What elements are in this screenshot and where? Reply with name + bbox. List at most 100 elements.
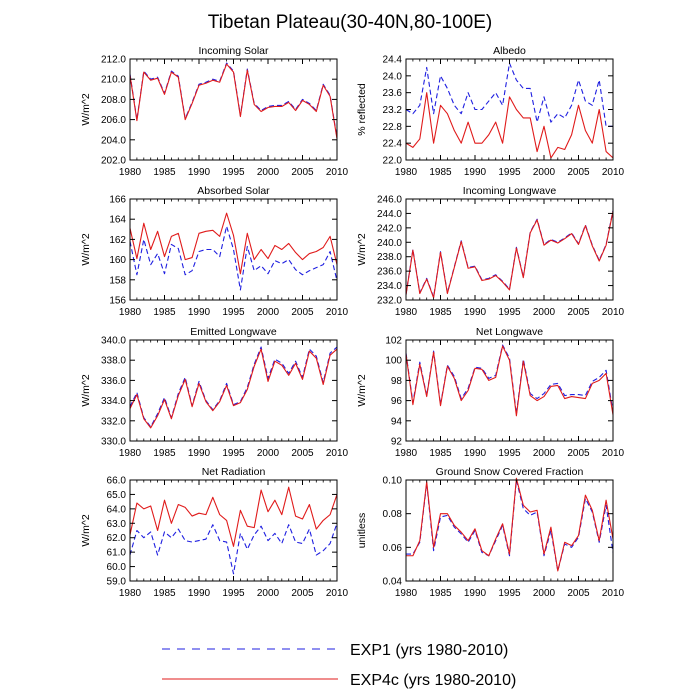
- net-radiation-ytick-label: 59.0: [107, 577, 127, 588]
- ground-snow-covered-fraction-xtick-label: 2010: [602, 588, 625, 599]
- net-longwave-ytick-label: 100: [385, 356, 402, 367]
- ground-snow-covered-fraction-xtick-label: 1985: [429, 588, 452, 599]
- net-longwave-xtick-label: 2010: [602, 448, 625, 459]
- net-longwave-title: Net Longwave: [476, 326, 543, 338]
- incoming-solar-ytick-label: 208.0: [101, 95, 126, 106]
- incoming-longwave-series-exp4c: [405, 211, 614, 299]
- albedo-xtick-label: 1990: [464, 167, 487, 178]
- emitted-longwave-xtick-label: 1995: [222, 448, 245, 459]
- albedo-xtick-label: 2010: [602, 167, 625, 178]
- incoming-solar-xtick-label: 1995: [222, 167, 245, 178]
- absorbed-solar-xtick-label: 2005: [291, 307, 314, 318]
- incoming-solar-ylabel: W/m^2: [80, 93, 92, 126]
- albedo-ytick-label: 22.4: [383, 139, 403, 150]
- net-longwave-xtick-label: 1995: [498, 448, 521, 459]
- incoming-solar-xtick-label: 2005: [291, 167, 314, 178]
- absorbed-solar-ytick-label: 162: [109, 235, 126, 246]
- incoming-solar-ytick-label: 206.0: [101, 115, 126, 126]
- albedo-xtick-label: 2005: [567, 167, 590, 178]
- incoming-longwave-ylabel: W/m^2: [356, 233, 368, 266]
- albedo-xtick-label: 1995: [498, 167, 521, 178]
- panel-incoming-solar: Incoming Solar 202.0 204.0 206.0 208.0 210.0 2…: [80, 45, 349, 178]
- panel-net-longwave: Net Longwave 92 94 96 98 100 102 1980 1985 1990 19…: [356, 326, 625, 459]
- emitted-longwave-ylabel: W/m^2: [80, 374, 92, 407]
- net-radiation-ytick-label: 65.0: [107, 490, 127, 501]
- emitted-longwave-ytick-label: 340.0: [101, 336, 126, 347]
- albedo-ytick-label: 22.0: [383, 156, 403, 167]
- albedo-ylabel: % reflected: [356, 83, 368, 136]
- absorbed-solar-ytick-label: 158: [109, 275, 126, 286]
- incoming-longwave-title: Incoming Longwave: [463, 185, 557, 197]
- net-radiation-series-exp4c: [129, 486, 338, 547]
- emitted-longwave-xtick-label: 2005: [291, 448, 314, 459]
- albedo-ytick-label: 23.2: [383, 105, 403, 116]
- incoming-solar-ytick-label: 202.0: [101, 156, 126, 167]
- absorbed-solar-ytick-label: 160: [109, 255, 126, 266]
- incoming-solar-xtick-label: 2010: [326, 167, 349, 178]
- absorbed-solar-xtick-label: 2000: [257, 307, 280, 318]
- emitted-longwave-xtick-label: 2010: [326, 448, 349, 459]
- incoming-solar-series-exp4c: [129, 63, 338, 139]
- emitted-longwave-ytick-label: 338.0: [101, 356, 126, 367]
- net-longwave-series-exp1: [405, 344, 614, 415]
- absorbed-solar-xtick-label: 1985: [153, 307, 176, 318]
- incoming-solar-ytick-label: 210.0: [101, 75, 126, 86]
- ground-snow-covered-fraction-series-exp4c: [406, 477, 614, 572]
- ground-snow-covered-fraction-ylabel: unitless: [356, 513, 368, 549]
- net-radiation-ytick-label: 66.0: [107, 476, 127, 487]
- incoming-solar-ytick-label: 204.0: [101, 135, 126, 146]
- net-longwave-ytick-label: 94: [391, 416, 403, 427]
- incoming-longwave-ytick-label: 236.0: [377, 267, 402, 278]
- incoming-longwave-xtick-label: 2010: [602, 307, 625, 318]
- ground-snow-covered-fraction-xtick-label: 2000: [533, 588, 556, 599]
- incoming-longwave-ytick-label: 246.0: [377, 195, 402, 206]
- absorbed-solar-xtick-label: 1990: [188, 307, 211, 318]
- net-radiation-title: Net Radiation: [202, 466, 266, 478]
- albedo-ytick-label: 24.0: [383, 71, 403, 82]
- net-radiation-xtick-label: 1985: [153, 588, 176, 599]
- ground-snow-covered-fraction-ytick-label: 0.04: [383, 577, 403, 588]
- panel-absorbed-solar: Absorbed Solar 156 158 160 162 164 166 1980 1985…: [80, 185, 349, 318]
- net-longwave-xtick-label: 1985: [429, 448, 452, 459]
- figure-title: Tibetan Plateau(30-40N,80-100E): [208, 12, 492, 33]
- absorbed-solar-ytick-label: 156: [109, 296, 126, 307]
- net-longwave-xtick-label: 1980: [395, 448, 418, 459]
- emitted-longwave-xtick-label: 1985: [153, 448, 176, 459]
- absorbed-solar-series-exp1: [129, 225, 338, 291]
- net-radiation-xtick-label: 2005: [291, 588, 314, 599]
- incoming-longwave-xtick-label: 1985: [429, 307, 452, 318]
- incoming-longwave-xtick-label: 2005: [567, 307, 590, 318]
- absorbed-solar-series-exp4c: [129, 212, 338, 275]
- emitted-longwave-ytick-label: 332.0: [101, 416, 126, 427]
- net-longwave-ytick-label: 102: [385, 336, 402, 347]
- net-radiation-xtick-label: 2010: [326, 588, 349, 599]
- albedo-ytick-label: 23.6: [383, 88, 403, 99]
- emitted-longwave-title: Emitted Longwave: [190, 326, 277, 338]
- net-longwave-xtick-label: 1990: [464, 448, 487, 459]
- absorbed-solar-xtick-label: 2010: [326, 307, 349, 318]
- emitted-longwave-xtick-label: 1980: [119, 448, 142, 459]
- incoming-longwave-ytick-label: 242.0: [377, 223, 402, 234]
- incoming-longwave-ytick-label: 234.0: [377, 281, 402, 292]
- net-longwave-xtick-label: 2005: [567, 448, 590, 459]
- net-radiation-ytick-label: 64.0: [107, 504, 127, 515]
- albedo-xtick-label: 2000: [533, 167, 556, 178]
- legend-label-exp4c: EXP4c (yrs 1980-2010): [350, 672, 516, 689]
- incoming-longwave-xtick-label: 1980: [395, 307, 418, 318]
- incoming-longwave-ytick-label: 244.0: [377, 209, 402, 220]
- net-radiation-xtick-label: 1995: [222, 588, 245, 599]
- absorbed-solar-title: Absorbed Solar: [197, 185, 270, 197]
- emitted-longwave-ytick-label: 334.0: [101, 396, 126, 407]
- emitted-longwave-ytick-label: 330.0: [101, 437, 126, 448]
- incoming-longwave-ytick-label: 240.0: [377, 238, 402, 249]
- absorbed-solar-ylabel: W/m^2: [80, 233, 92, 266]
- net-radiation-ytick-label: 60.0: [107, 562, 127, 573]
- absorbed-solar-xtick-label: 1995: [222, 307, 245, 318]
- incoming-longwave-xtick-label: 1995: [498, 307, 521, 318]
- panel-grid: Incoming Solar 202.0 204.0 206.0 208.0 210.0 2…: [80, 45, 625, 599]
- ground-snow-covered-fraction-ytick-label: 0.08: [383, 509, 403, 520]
- legend-label-exp1: EXP1 (yrs 1980-2010): [350, 642, 508, 659]
- albedo-xtick-label: 1985: [429, 167, 452, 178]
- emitted-longwave-xtick-label: 2000: [257, 448, 280, 459]
